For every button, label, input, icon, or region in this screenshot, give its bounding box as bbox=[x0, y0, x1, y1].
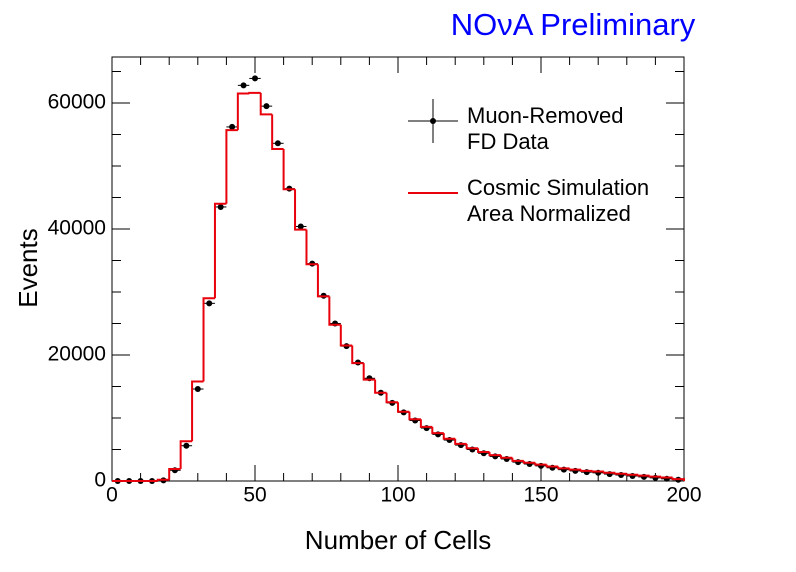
sim-bin bbox=[522, 460, 536, 464]
legend-label: Cosmic Simulation Area Normalized bbox=[467, 175, 650, 226]
sim-bin bbox=[225, 129, 238, 204]
sim-bin bbox=[477, 448, 490, 454]
data-point bbox=[206, 300, 213, 307]
y-tick-label: 0 bbox=[94, 469, 106, 492]
sim-bin bbox=[179, 440, 193, 470]
sim-bin bbox=[580, 469, 593, 472]
sim-bin bbox=[408, 411, 421, 421]
sim-bin bbox=[557, 466, 570, 470]
sim-bin bbox=[431, 426, 444, 435]
sim-bin bbox=[465, 443, 479, 450]
sim-bin bbox=[568, 468, 582, 471]
sim-bin bbox=[374, 379, 387, 394]
sim-bin bbox=[271, 114, 284, 150]
data-point bbox=[217, 203, 224, 210]
sim-bin bbox=[202, 297, 215, 382]
x-tick-label: 50 bbox=[243, 484, 266, 507]
data-point bbox=[252, 75, 258, 82]
sim-bin bbox=[591, 470, 604, 473]
y-tick-label: 60000 bbox=[48, 91, 106, 114]
sim-bin bbox=[168, 468, 181, 480]
sim-bin bbox=[362, 363, 376, 381]
data-point bbox=[194, 386, 201, 393]
data-point bbox=[274, 140, 281, 147]
sim-bin bbox=[499, 455, 513, 459]
sim-bin bbox=[191, 380, 204, 442]
x-tick-label: 0 bbox=[106, 484, 118, 507]
sim-bin bbox=[660, 476, 673, 479]
y-tick-label: 40000 bbox=[48, 217, 106, 240]
data-point bbox=[229, 123, 236, 130]
legend-label: Muon-Removed FD Data bbox=[467, 103, 624, 154]
sim-bin bbox=[488, 452, 501, 457]
sim-bin bbox=[305, 229, 318, 266]
x-axis-label: Number of Cells bbox=[305, 525, 491, 555]
sim-bin bbox=[339, 324, 353, 347]
sim-bin bbox=[385, 392, 398, 404]
x-tick-label: 100 bbox=[380, 484, 415, 507]
x-tick-label: 150 bbox=[523, 484, 558, 507]
chart-title: NOνA Preliminary bbox=[451, 7, 696, 42]
sim-bin bbox=[602, 471, 616, 474]
sim-bin bbox=[156, 478, 170, 481]
data-point bbox=[297, 223, 304, 230]
sim-bin bbox=[637, 474, 650, 477]
sim-bin bbox=[648, 475, 662, 478]
sim-bin bbox=[534, 462, 547, 466]
sim-bin bbox=[545, 464, 559, 468]
data-point bbox=[263, 103, 270, 110]
data-point bbox=[240, 82, 247, 89]
sim-bin bbox=[397, 402, 410, 413]
sim-bin bbox=[671, 477, 685, 481]
sim-bin bbox=[236, 92, 250, 131]
sim-bin bbox=[511, 457, 524, 462]
sim-bin bbox=[316, 264, 330, 298]
sim-bin bbox=[614, 472, 627, 475]
sim-bin bbox=[454, 438, 467, 445]
sim-bin bbox=[294, 189, 307, 231]
sim-bin bbox=[248, 91, 261, 94]
sim-bin bbox=[442, 433, 456, 440]
x-tick-label: 200 bbox=[666, 484, 701, 507]
sim-bin bbox=[351, 345, 364, 365]
y-tick-label: 20000 bbox=[48, 343, 106, 366]
sim-bin bbox=[625, 473, 639, 476]
sim-bin bbox=[213, 202, 227, 299]
sim-bin bbox=[419, 419, 433, 428]
sim-bin bbox=[328, 296, 341, 326]
legend-marker bbox=[430, 118, 436, 124]
y-axis-label: Events bbox=[13, 228, 43, 308]
sim-bin bbox=[259, 92, 273, 116]
data-point bbox=[183, 442, 190, 449]
sim-bin bbox=[282, 148, 296, 191]
